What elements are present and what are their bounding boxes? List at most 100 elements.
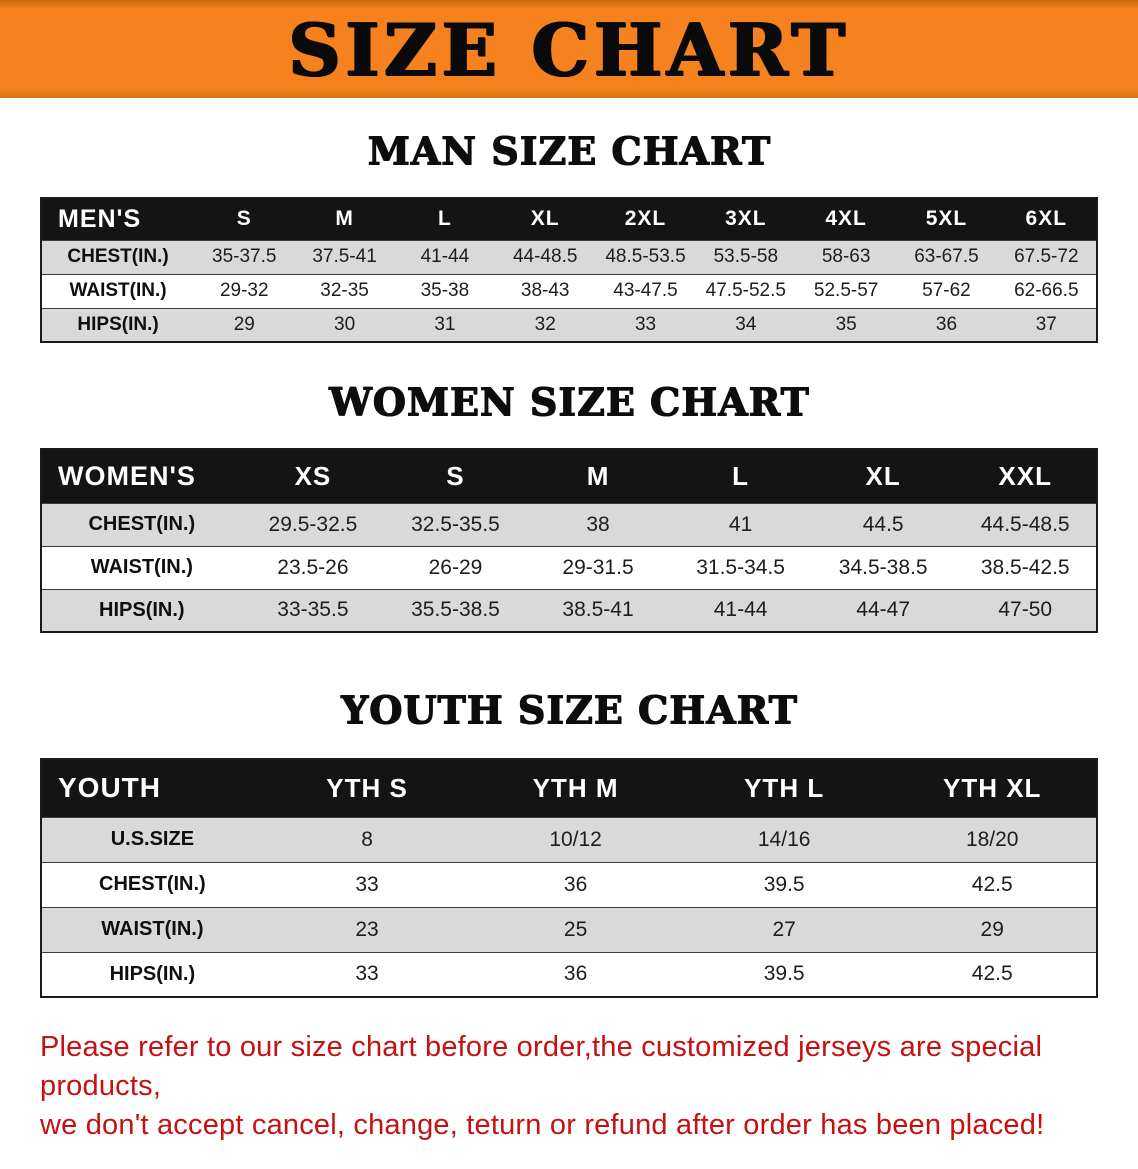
youth-section-heading: YOUTH SIZE CHART — [340, 687, 798, 732]
size-value-cell: 29.5-32.5 — [241, 502, 385, 546]
header-row: YOUTH YTH S YTH M YTH L YTH XL — [41, 759, 1097, 817]
youth-size-table-grid: YOUTH YTH S YTH M YTH L YTH XL U.S.SIZE 8 10/12… — [40, 758, 1098, 998]
content: MAN SIZE CHART MEN'S S M L XL 2XL 3XL 4XL 5XL 6XL… — [0, 128, 1138, 1145]
measure-row: CHEST(IN.) 35-37.5 37.5-41 41-44 44-48.5 48.5… — [41, 239, 1097, 274]
header-row: MEN'S S M L XL 2XL 3XL 4XL 5XL 6XL — [41, 198, 1097, 240]
size-column-header: M — [294, 198, 395, 240]
size-column-header: 5XL — [896, 198, 997, 240]
size-value-cell: 36 — [471, 861, 680, 907]
size-value-cell: 67.5-72 — [996, 239, 1097, 274]
table-title-cell: MEN'S — [41, 198, 195, 240]
size-column-header: S — [384, 449, 527, 503]
measure-row: CHEST(IN.) 29.5-32.5 32.5-35.5 38 41 44.5 44.5… — [41, 502, 1097, 546]
size-value-cell: 33 — [262, 861, 472, 907]
size-value-cell: 41 — [669, 502, 812, 546]
size-value-cell: 38-43 — [495, 273, 596, 308]
size-value-cell: 62-66.5 — [996, 273, 1097, 308]
size-value-cell: 44.5-48.5 — [954, 502, 1097, 546]
size-column-header: 4XL — [795, 198, 897, 240]
size-column-header: L — [394, 198, 496, 240]
size-value-cell: 36 — [896, 307, 997, 342]
size-value-cell: 32-35 — [294, 273, 395, 308]
size-column-header: YTH L — [679, 759, 889, 817]
size-value-cell: 52.5-57 — [795, 273, 897, 308]
size-value-cell: 44-48.5 — [495, 239, 596, 274]
size-value-cell: 48.5-53.5 — [595, 239, 696, 274]
size-value-cell: 31 — [394, 307, 496, 342]
size-value-cell: 30 — [294, 307, 395, 342]
size-value-cell: 25 — [471, 906, 680, 952]
size-value-cell: 33 — [262, 951, 472, 997]
size-column-header: YTH M — [471, 759, 680, 817]
row-label: HIPS(IN.) — [41, 588, 242, 632]
size-value-cell: 47-50 — [954, 588, 1097, 632]
size-column-header: S — [194, 198, 295, 240]
size-column-header: XS — [241, 449, 385, 503]
table-title-cell: WOMEN'S — [41, 449, 242, 503]
page-title: SIZE CHART — [288, 6, 850, 92]
size-column-header: XL — [811, 449, 955, 503]
size-value-cell: 43-47.5 — [595, 273, 696, 308]
measure-row: WAIST(IN.) 23 25 27 29 — [41, 906, 1097, 952]
size-value-cell: 58-63 — [795, 239, 897, 274]
women-size-table-grid: WOMEN'S XS S M L XL XXL CHEST(IN.) 29.5-32.5 32.5… — [40, 448, 1098, 633]
size-value-cell: 31.5-34.5 — [669, 545, 812, 589]
size-value-cell: 32.5-35.5 — [384, 502, 527, 546]
size-value-cell: 36 — [471, 951, 680, 997]
size-value-cell: 23.5-26 — [241, 545, 385, 589]
table-title-cell: YOUTH — [41, 759, 263, 817]
row-label: CHEST(IN.) — [41, 502, 242, 546]
size-value-cell: 42.5 — [888, 951, 1097, 997]
banner: SIZE CHART — [0, 0, 1138, 98]
size-value-cell: 35 — [795, 307, 897, 342]
section-youth: YOUTH SIZE CHART YOUTH YTH S YTH M YTH L YTH… — [0, 687, 1138, 998]
men-size-table-grid: MEN'S S M L XL 2XL 3XL 4XL 5XL 6XL CHEST(IN.) 35-37… — [40, 197, 1098, 343]
size-column-header: 6XL — [996, 198, 1097, 240]
row-label: WAIST(IN.) — [41, 906, 263, 952]
size-value-cell: 44.5 — [811, 502, 955, 546]
size-value-cell: 29-32 — [194, 273, 295, 308]
size-value-cell: 35-38 — [394, 273, 496, 308]
row-label: HIPS(IN.) — [41, 951, 263, 997]
size-value-cell: 37.5-41 — [294, 239, 395, 274]
youth-size-table: YOUTH YTH S YTH M YTH L YTH XL U.S.SIZE 8 10/12… — [40, 758, 1098, 998]
size-column-header: M — [526, 449, 670, 503]
disclaimer-line-1: Please refer to our size chart before or… — [40, 1031, 1043, 1102]
measure-row: HIPS(IN.) 33-35.5 35.5-38.5 38.5-41 41-44 44-… — [41, 588, 1097, 632]
row-label: WAIST(IN.) — [41, 545, 242, 589]
size-value-cell: 26-29 — [384, 545, 527, 589]
men-size-table: MEN'S S M L XL 2XL 3XL 4XL 5XL 6XL CHEST(IN.) 35-37… — [40, 197, 1098, 343]
size-value-cell: 47.5-52.5 — [695, 273, 796, 308]
size-value-cell: 18/20 — [888, 816, 1097, 862]
size-value-cell: 57-62 — [896, 273, 997, 308]
size-value-cell: 29 — [888, 906, 1097, 952]
men-section-heading: MAN SIZE CHART — [367, 128, 771, 173]
size-value-cell: 37 — [996, 307, 1097, 342]
size-value-cell: 33-35.5 — [241, 588, 385, 632]
size-value-cell: 33 — [595, 307, 696, 342]
size-column-header: 3XL — [695, 198, 796, 240]
size-value-cell: 29 — [194, 307, 295, 342]
size-column-header: YTH S — [262, 759, 472, 817]
measure-row: HIPS(IN.) 33 36 39.5 42.5 — [41, 951, 1097, 997]
size-column-header: 2XL — [595, 198, 696, 240]
size-value-cell: 39.5 — [679, 861, 889, 907]
size-value-cell: 38 — [526, 502, 670, 546]
size-value-cell: 34.5-38.5 — [811, 545, 955, 589]
size-value-cell: 14/16 — [679, 816, 889, 862]
size-column-header: YTH XL — [888, 759, 1097, 817]
size-column-header: XL — [495, 198, 596, 240]
size-value-cell: 63-67.5 — [896, 239, 997, 274]
size-value-cell: 42.5 — [888, 861, 1097, 907]
size-value-cell: 23 — [262, 906, 472, 952]
size-value-cell: 38.5-41 — [526, 588, 670, 632]
size-value-cell: 27 — [679, 906, 889, 952]
size-value-cell: 8 — [262, 816, 472, 862]
size-value-cell: 35.5-38.5 — [384, 588, 527, 632]
measure-row: CHEST(IN.) 33 36 39.5 42.5 — [41, 861, 1097, 907]
women-section-heading: WOMEN SIZE CHART — [328, 379, 810, 424]
disclaimer-line-2: we don't accept cancel, change, teturn o… — [40, 1108, 1045, 1141]
measure-row: WAIST(IN.) 29-32 32-35 35-38 38-43 43-47.5 47.… — [41, 273, 1097, 308]
size-value-cell: 44-47 — [811, 588, 955, 632]
